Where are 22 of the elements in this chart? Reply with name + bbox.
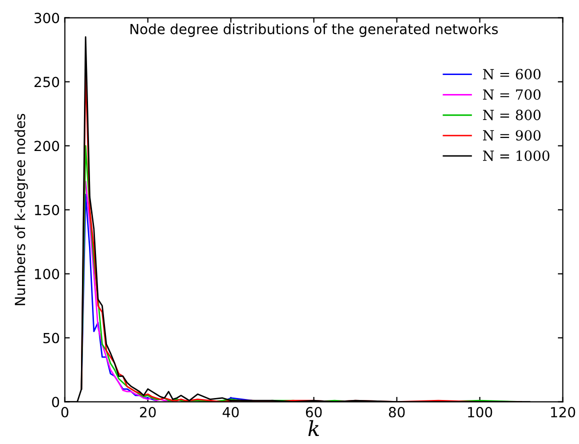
y-tick-label: 250: [34, 76, 60, 88]
x-tick-label: 20: [140, 406, 156, 418]
x-tick-label: 100: [468, 406, 492, 418]
legend-label: N = 800: [483, 110, 541, 120]
x-tick-label: 40: [222, 406, 239, 418]
legend-label: N = 1000: [483, 150, 550, 161]
y-tick-label: 0: [52, 396, 60, 408]
legend-label: N = 900: [483, 130, 541, 141]
chart-title: Node degree distributions of the generated networks: [130, 24, 498, 37]
x-axis-title: k: [308, 420, 319, 436]
legend-label: N = 700: [483, 89, 541, 100]
legend-label: N = 600: [483, 68, 541, 80]
y-tick-label: 100: [35, 268, 60, 280]
x-tick-label: 120: [551, 406, 576, 418]
y-tick-label: 50: [43, 332, 60, 344]
x-tick-label: 80: [388, 406, 405, 418]
y-axis-title: Numbers of k-degree nodes: [14, 114, 28, 306]
y-tick-label: 200: [34, 140, 60, 152]
x-tick-label: 0: [61, 406, 68, 418]
y-tick-label: 150: [35, 204, 60, 216]
x-tick-label: 60: [306, 406, 322, 418]
y-tick-label: 300: [34, 12, 60, 24]
